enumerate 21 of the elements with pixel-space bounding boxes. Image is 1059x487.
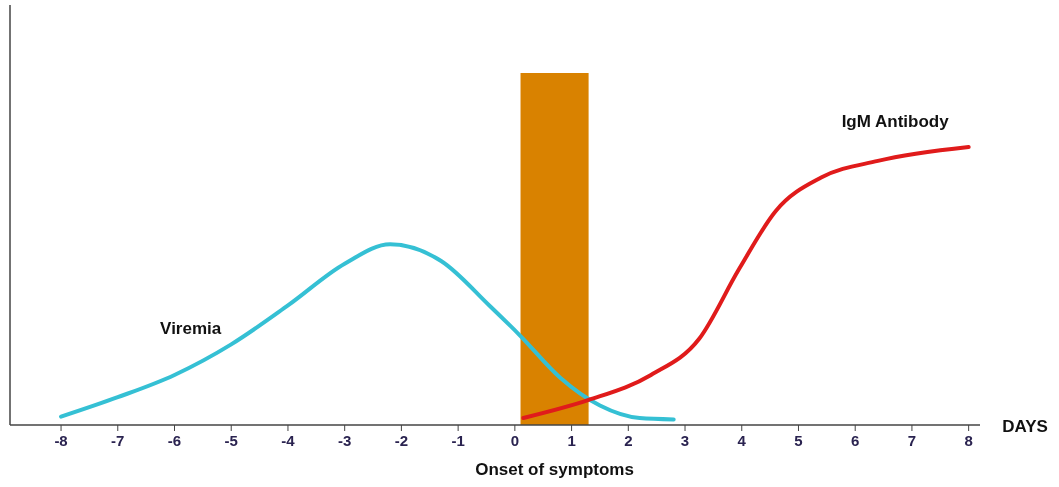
x-tick-label: -3 <box>338 432 352 449</box>
band-label: Onset of symptoms <box>475 460 634 479</box>
x-tick-label: -4 <box>281 432 296 449</box>
x-tick-label: 1 <box>567 432 576 449</box>
x-tick-label: -8 <box>54 432 68 449</box>
series-label: Viremia <box>160 319 222 339</box>
x-tick-label: 2 <box>624 432 633 449</box>
x-tick-label: 4 <box>737 432 747 449</box>
x-tick-label: 5 <box>794 432 803 449</box>
x-tick-label: 7 <box>907 432 917 449</box>
x-tick-label: -7 <box>111 432 125 449</box>
series-label: IgM Antibody <box>841 112 950 131</box>
x-tick-label: 8 <box>964 432 973 449</box>
x-tick-label: 0 <box>510 432 520 449</box>
x-tick-label: 3 <box>680 432 690 449</box>
x-tick-label: -6 <box>167 432 182 449</box>
x-tick-label: 6 <box>851 432 860 449</box>
x-tick-label: -5 <box>224 432 238 449</box>
x-tick-label: -1 <box>451 432 465 449</box>
x-tick-label: -2 <box>394 432 409 449</box>
x-axis-title: DAYS <box>1002 417 1048 436</box>
